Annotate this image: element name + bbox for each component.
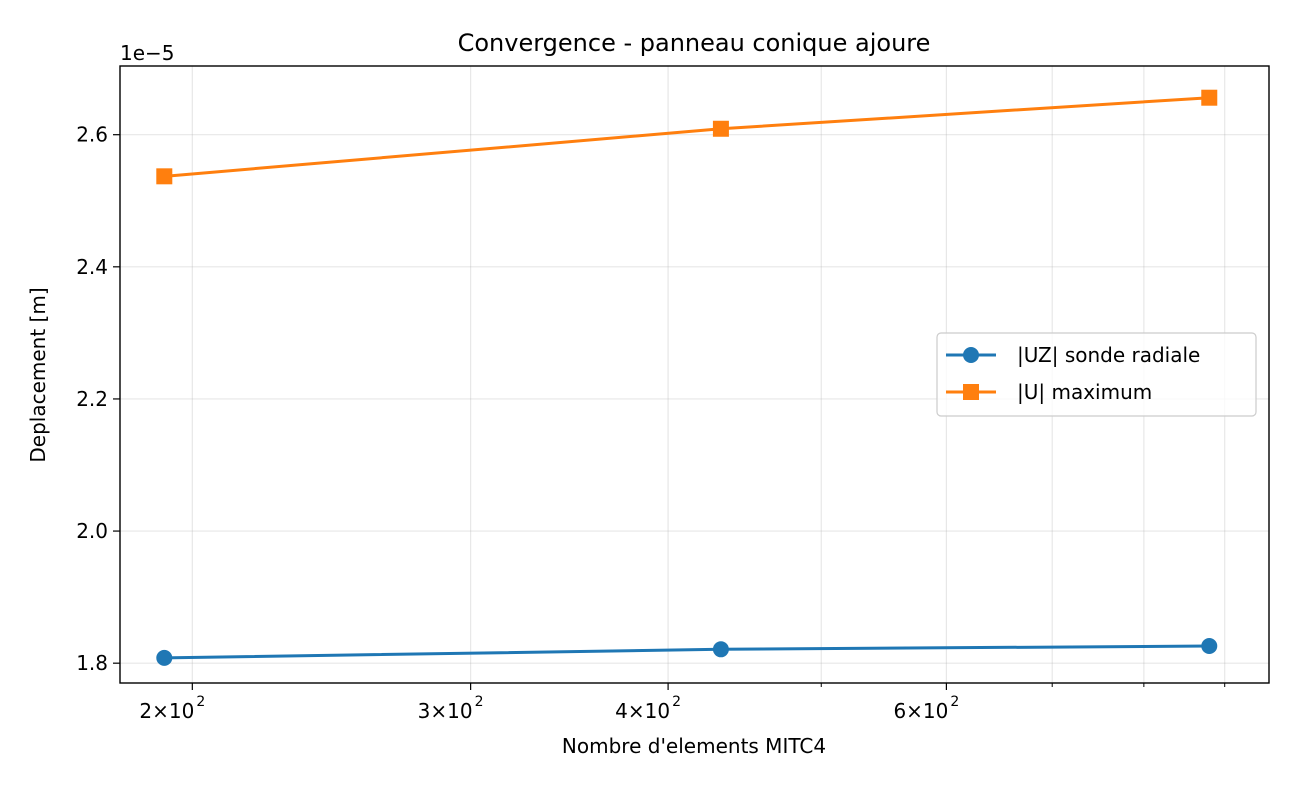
y-tick-label: 1.8 (76, 651, 108, 675)
legend-box (936, 332, 1257, 417)
y-tick-label: 2.0 (76, 519, 108, 543)
legend-marker-uz (963, 347, 979, 363)
x-tick-label-base: 6×10 (893, 699, 948, 723)
plot-frame (119, 65, 1270, 684)
y-tick-label: 2.2 (76, 387, 108, 411)
y-offset-label: 1e−5 (120, 41, 175, 65)
y-tick-label: 2.6 (76, 123, 108, 147)
legend: |UZ| sonde radiale |U| maximum (936, 332, 1257, 417)
data-point (156, 168, 173, 185)
x-tick-label-exponent: 2 (475, 694, 484, 710)
chart-title: Convergence - panneau conique ajoure (458, 29, 931, 57)
legend-marker-umax (963, 384, 979, 400)
data-point (1201, 638, 1218, 655)
x-tick-label-base: 4×10 (615, 699, 670, 723)
data-point (712, 120, 729, 137)
y-tick-label: 2.4 (76, 255, 108, 279)
axis-ticks: 1.82.02.22.42.62×10 2 3×10 2 4×10 2 6×10 2 (76, 123, 1226, 723)
x-axis-label: Nombre d'elements MITC4 (562, 734, 826, 758)
x-tick-label-exponent: 2 (672, 694, 681, 710)
x-tick-label-exponent: 2 (950, 694, 959, 710)
data-point (156, 649, 173, 666)
x-tick-label-base: 3×10 (418, 699, 473, 723)
x-tick-label-base: 2×10 (139, 699, 194, 723)
series-layer (156, 89, 1218, 666)
x-tick-label: 4×10 2 (615, 694, 681, 723)
legend-label-umax: |U| maximum (1017, 380, 1152, 404)
data-point (712, 641, 729, 658)
y-axis-label: Deplacement [m] (26, 287, 50, 462)
x-tick-label: 6×10 2 (893, 694, 959, 723)
x-tick-label: 2×10 2 (139, 694, 205, 723)
x-tick-label: 3×10 2 (418, 694, 484, 723)
x-tick-label-exponent: 2 (196, 694, 205, 710)
data-point (1201, 89, 1218, 106)
legend-label-uz: |UZ| sonde radiale (1017, 343, 1200, 367)
